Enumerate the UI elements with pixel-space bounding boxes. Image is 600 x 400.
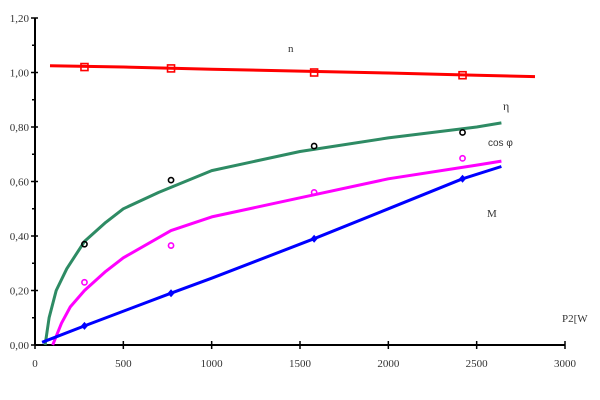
- x-tick-label: 1000: [201, 358, 224, 370]
- x-tick-label: 500: [115, 358, 132, 370]
- y-tick-label: 0,60: [10, 177, 30, 189]
- y-tick-label: 0,00: [10, 340, 30, 352]
- plot-area: [41, 62, 536, 346]
- series-line-3: [41, 165, 502, 344]
- y-tick-label: 0,20: [10, 286, 30, 298]
- x-tick-label: 0: [32, 358, 38, 370]
- data-point-circle: [81, 278, 88, 286]
- data-point-square: [166, 64, 176, 73]
- data-point-circle: [459, 129, 466, 136]
- y-tick-label: 1,20: [10, 13, 30, 25]
- data-point-circle: [310, 142, 318, 150]
- series-label-cos-phi: cos φ: [488, 138, 513, 149]
- series-line-0: [49, 64, 536, 79]
- series-label-m: M: [487, 208, 497, 220]
- data-point-diamond: [167, 289, 175, 298]
- data-point-square: [309, 68, 319, 77]
- data-point-diamond: [80, 321, 88, 330]
- series-label-eta: η: [503, 99, 509, 113]
- data-point-circle: [167, 176, 175, 184]
- x-axis-label: P2[W: [562, 313, 588, 325]
- x-tick-label: 3000: [554, 358, 577, 370]
- data-point-square: [458, 70, 467, 80]
- data-point-circle: [81, 240, 88, 248]
- y-tick-label: 1,00: [10, 68, 30, 80]
- data-point-circle: [310, 188, 318, 196]
- data-point-diamond: [310, 234, 318, 243]
- y-tick-label: 0,40: [10, 231, 30, 243]
- data-point-circle: [459, 154, 466, 162]
- axes: 0 500 1000 1500 2000 2500 3000 0,00 0,20 0,40 0,60…: [10, 13, 577, 370]
- series-line-2: [51, 159, 502, 346]
- y-tick-label: 0,80: [10, 122, 30, 134]
- data-point-diamond: [459, 174, 467, 183]
- x-tick-label: 2000: [377, 358, 400, 370]
- data-point-square: [80, 62, 89, 72]
- data-point-circle: [167, 242, 175, 249]
- series-line-1: [43, 121, 502, 346]
- series-label-n: n: [288, 43, 294, 55]
- x-tick-label: 1500: [289, 358, 312, 370]
- x-tick-label: 2500: [466, 358, 489, 370]
